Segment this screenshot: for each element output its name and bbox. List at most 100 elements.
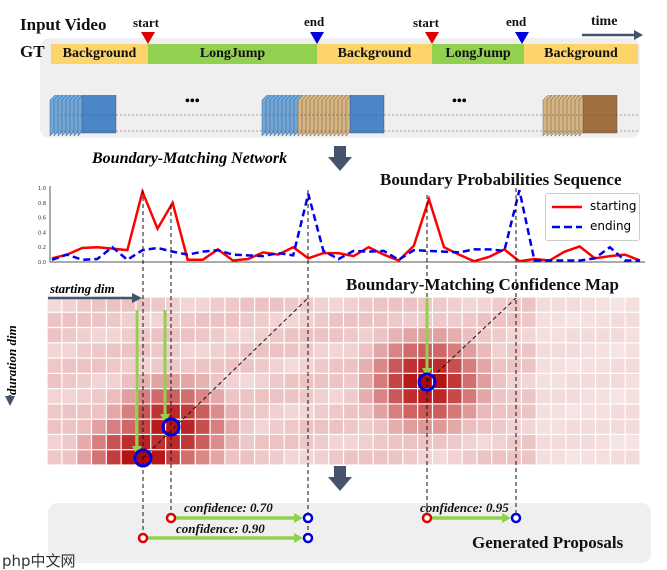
heatmap-cell [240, 343, 254, 358]
heatmap-cell [344, 373, 358, 389]
heatmap-cell [403, 343, 418, 358]
heatmap-cell [151, 450, 165, 465]
heatmap-cell [536, 358, 551, 373]
heatmap-cell [299, 389, 314, 404]
heatmap-cell [551, 450, 566, 465]
heatmap-cell [358, 373, 373, 389]
heatmap-cell [388, 373, 403, 389]
heatmap-cell [596, 358, 610, 373]
heatmap-cell [447, 389, 462, 404]
heatmap-cell [492, 343, 506, 358]
heatmap-cell [447, 328, 462, 343]
heatmap-cell [136, 419, 151, 434]
heatmap-cell [344, 343, 358, 358]
heatmap-cell [447, 404, 462, 419]
probability-plot: 0.0 0.2 0.4 0.6 0.8 1.0 [38, 186, 645, 266]
y-tick-label: 0.2 [38, 245, 46, 251]
heatmap-cell [92, 312, 106, 327]
heatmap-cell [625, 297, 640, 312]
heatmap-cell [92, 419, 106, 434]
heatmap-cell [566, 435, 581, 450]
heatmap-cell [551, 358, 566, 373]
heatmap-cell [596, 297, 610, 312]
heatmap-cell [373, 435, 388, 450]
heatmap-cell [418, 297, 432, 312]
heatmap-cell [151, 328, 165, 343]
heatmap-cell [151, 435, 165, 450]
heatmap-cell [299, 328, 314, 343]
heatmap-cell [255, 450, 269, 465]
heatmap-cell [210, 389, 225, 404]
heatmap-cell [329, 328, 343, 343]
heatmap-cell [462, 419, 477, 434]
heatmap-cell [507, 404, 521, 419]
heatmap-cell [240, 312, 254, 327]
heatmap-cell [373, 373, 388, 389]
heatmap-cell [536, 389, 551, 404]
heatmap-cell [373, 358, 388, 373]
heatmap-cell [373, 312, 388, 327]
heatmap-cell [344, 404, 358, 419]
heatmap-cell [106, 312, 121, 327]
network-label: Boundary-Matching Network [92, 150, 288, 167]
heatmap-cell [566, 404, 581, 419]
heatmap-cell [596, 404, 610, 419]
heatmap-cell [77, 435, 91, 450]
heatmap-cell [181, 373, 195, 389]
proposal-start-point [165, 512, 177, 524]
gt-segment-background: Background [51, 44, 148, 64]
heatmap-cell [610, 297, 625, 312]
heatmap-cell [329, 389, 343, 404]
heatmap-cell [462, 297, 477, 312]
gt-segment-background: Background [524, 44, 638, 64]
heatmap-cell [388, 389, 403, 404]
heatmap-cell [625, 389, 640, 404]
heatmap-cell [255, 312, 269, 327]
heatmap-cell [358, 435, 373, 450]
heatmap-cell [92, 343, 106, 358]
heatmap-cell [62, 419, 77, 434]
heatmap-cell [522, 373, 536, 389]
heatmap-cell [106, 343, 121, 358]
heatmap-cell [433, 373, 447, 389]
heatmap-cell [299, 297, 314, 312]
heatmap-cell [610, 419, 625, 434]
heatmap-cell [373, 419, 388, 434]
end-marker-icon [310, 32, 324, 44]
heatmap-cell [195, 343, 210, 358]
heatmap-cell [240, 373, 254, 389]
heatmap-cell [418, 404, 432, 419]
heatmap-cell [106, 419, 121, 434]
heatmap-cell [447, 450, 462, 465]
heatmap-cell [610, 328, 625, 343]
heatmap-cell [492, 435, 506, 450]
heatmap-cell [388, 343, 403, 358]
heatmap-cell [225, 435, 240, 450]
sequence-title: Boundary Probabilities Sequence [380, 170, 622, 189]
arrow-head-icon [5, 396, 15, 406]
heatmap-cell [166, 450, 180, 465]
heatmap-cell [195, 419, 210, 434]
heatmap-cell [507, 373, 521, 389]
heatmap-cell [225, 312, 240, 327]
heatmap-cell [373, 389, 388, 404]
heatmap-cell [566, 343, 581, 358]
heatmap-cell [255, 343, 269, 358]
arrow-head-icon [160, 414, 170, 423]
heatmap-cell [195, 297, 210, 312]
heatmap-cell [596, 389, 610, 404]
heatmap-cell [195, 404, 210, 419]
heatmap-cell [181, 435, 195, 450]
heatmap-cell [462, 358, 477, 373]
heatmap-cell [329, 297, 343, 312]
heatmap-cell [136, 404, 151, 419]
heatmap-cell [536, 373, 551, 389]
heatmap-cell [255, 404, 269, 419]
heatmap-cell [358, 450, 373, 465]
heatmap-cell [596, 312, 610, 327]
heatmap-cell [507, 419, 521, 434]
heatmap-cell [418, 328, 432, 343]
marker-end-label: end [506, 14, 527, 29]
heatmap-cell [358, 312, 373, 327]
heatmap-cell [403, 358, 418, 373]
